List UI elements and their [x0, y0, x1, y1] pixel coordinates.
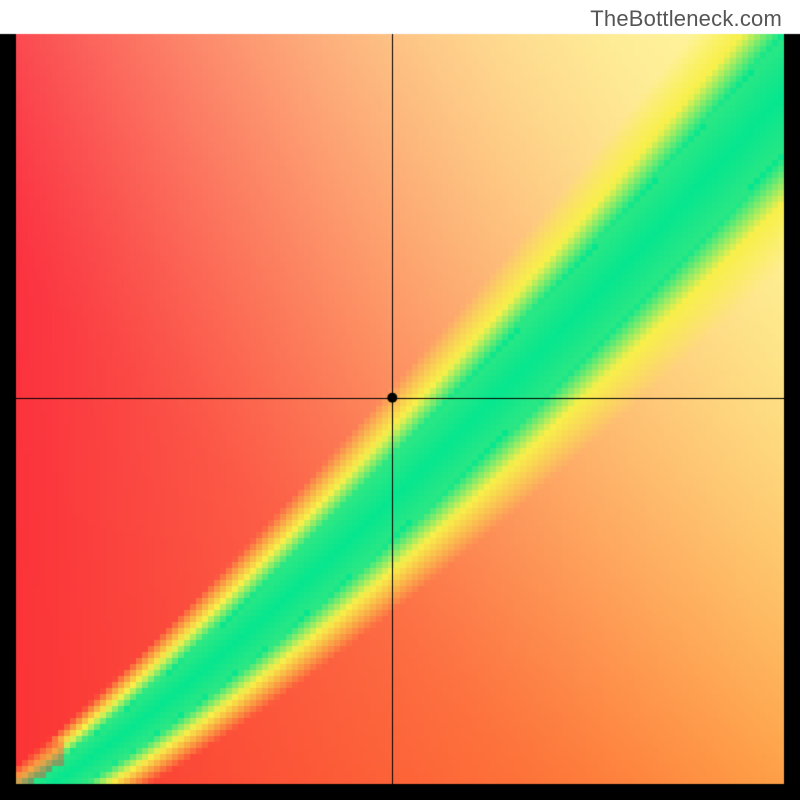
bottleneck-heatmap — [0, 0, 800, 800]
chart-container: TheBottleneck.com — [0, 0, 800, 800]
watermark-text: TheBottleneck.com — [590, 6, 782, 32]
